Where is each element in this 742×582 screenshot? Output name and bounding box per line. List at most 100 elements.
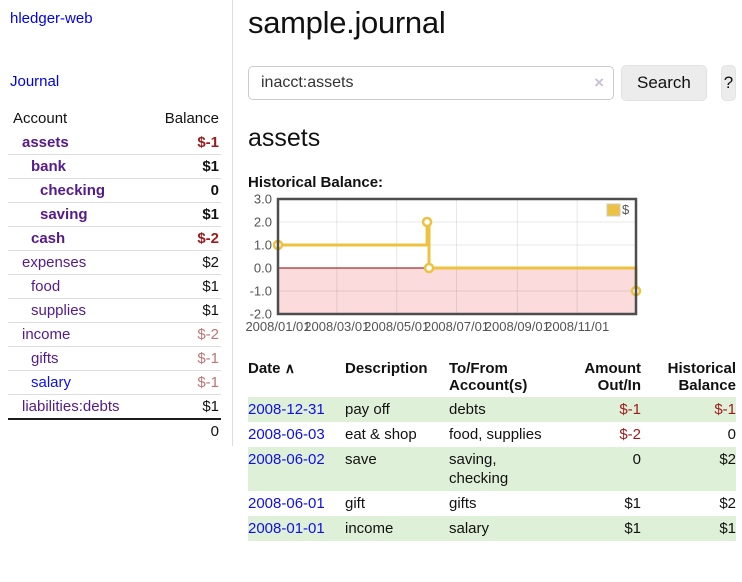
account-balance: $2 (202, 254, 219, 271)
accounts-total-row: 0 (8, 419, 221, 443)
account-balance: $1 (202, 278, 219, 295)
page-title: sample.journal (248, 5, 446, 40)
transaction-balance: 0 (727, 426, 736, 443)
transaction-amount: $-1 (619, 401, 641, 418)
search-input-wrap: × (248, 66, 614, 100)
transaction-description: save (345, 451, 377, 468)
transaction-accounts: gifts (449, 495, 477, 512)
chart-canvas: $3.0 2.0 1.0 0.0 -1.0 -2.02008/01/012008/03/0… (245, 192, 642, 334)
x-axis-tick-label: 2008/03/01 (304, 319, 369, 334)
accounts-table: Account Balance assets $-1 bank $1 checking 0… (8, 106, 221, 443)
sidebar-account-link[interactable]: food (31, 278, 61, 295)
account-row: bank $1 (8, 154, 221, 179)
account-row: food $1 (8, 274, 221, 299)
account-row: saving $1 (8, 202, 221, 227)
transaction-description: income (345, 520, 394, 537)
x-axis-tick-label: 2008/05/01 (364, 319, 429, 334)
transaction-balance: $-1 (714, 401, 736, 418)
transaction-date-link[interactable]: 2008-06-03 (248, 426, 325, 443)
transaction-balance: $2 (719, 495, 736, 512)
register-row: 2008-06-01 gift gifts $1 $2 (248, 491, 736, 516)
account-balance: $-1 (197, 374, 219, 391)
y-axis-tick-label: 1.0 (254, 238, 272, 253)
sidebar-account-link[interactable]: saving (40, 206, 88, 223)
historical-balance-chart: $3.0 2.0 1.0 0.0 -1.0 -2.0 2008/01/01 2008/03/0… (245, 192, 736, 343)
transaction-date-link[interactable]: 2008-06-01 (248, 495, 325, 512)
accounts-header-balance: Balance (164, 110, 219, 127)
transaction-amount: $-2 (619, 426, 641, 443)
sidebar-item-journal[interactable]: Journal (10, 73, 60, 90)
account-balance: 0 (210, 182, 219, 199)
y-axis-tick-label: -2.0 (250, 307, 272, 322)
sidebar-account-link[interactable]: cash (31, 230, 66, 247)
accounts-header-row: Account Balance (8, 106, 221, 131)
register-row: 2008-06-02 save saving, checking 0 $2 (248, 447, 736, 491)
sidebar-account-link[interactable]: salary (31, 374, 72, 391)
search-button[interactable]: Search (621, 65, 707, 101)
x-axis-tick-label: 2008/09/01 (485, 319, 550, 334)
sidebar-account-link[interactable]: income (22, 326, 71, 343)
register-header-date[interactable]: Date ∧ (248, 360, 295, 377)
accounts-header-account: Account (13, 110, 68, 127)
transaction-amount: $1 (624, 495, 641, 512)
transaction-description: eat & shop (345, 426, 417, 443)
plot-border (276, 197, 638, 316)
register-header-description: Description (345, 360, 428, 377)
transaction-date-link[interactable]: 2008-01-01 (248, 520, 325, 537)
x-axis-tick-label: 2008/07/01 (424, 319, 489, 334)
sidebar-account-link[interactable]: bank (31, 158, 67, 175)
account-row: supplies $1 (8, 298, 221, 323)
sidebar-account-link[interactable]: supplies (31, 302, 87, 319)
account-row: liabilities:debts $1 (8, 394, 221, 420)
register-row: 2008-12-31 pay off debts $-1 $-1 (248, 397, 736, 422)
register-header-accounts: To/From Account(s) (449, 360, 528, 394)
transaction-accounts: food, supplies (449, 426, 542, 443)
y-axis-tick-label: 2.0 (254, 215, 272, 230)
register-row: 2008-06-03 eat & shop food, supplies $-2 0 (248, 422, 736, 447)
legend-swatch (606, 203, 621, 217)
account-balance: $1 (202, 206, 219, 223)
sidebar-account-link[interactable]: gifts (31, 350, 59, 367)
account-balance: $1 (202, 302, 219, 319)
y-axis-tick-label: 0.0 (254, 261, 272, 276)
transaction-amount: $1 (624, 520, 641, 537)
transaction-accounts: debts (449, 401, 486, 418)
account-row: checking 0 (8, 178, 221, 203)
y-axis-tick-label: 3.0 (254, 192, 272, 207)
legend-label: $ (622, 202, 630, 217)
x-axis-tick-label: 2008/01/01 (245, 319, 310, 334)
transaction-balance: $1 (719, 520, 736, 537)
sidebar-account-link[interactable]: checking (40, 182, 106, 199)
account-row: income $-2 (8, 322, 221, 347)
sort-asc-icon: ∧ (284, 360, 295, 376)
sidebar-account-link[interactable]: expenses (22, 254, 87, 271)
account-balance: $-2 (197, 326, 219, 343)
sidebar-account-link[interactable]: assets (22, 134, 69, 151)
account-heading: assets (248, 124, 321, 152)
data-point-marker (423, 262, 435, 274)
account-row: gifts $-1 (8, 346, 221, 371)
transaction-accounts: saving, checking (449, 451, 509, 487)
main-content: sample.journal × Search ? assets Histori… (245, 0, 736, 541)
search-form: × Search ? (248, 65, 736, 101)
app-brand-link[interactable]: hledger-web (10, 10, 93, 27)
accounts-total-balance: 0 (210, 423, 219, 440)
negative-region (278, 268, 636, 314)
account-row: salary $-1 (8, 370, 221, 395)
register-header-row: Date ∧ Description To/From Account(s) Am… (248, 357, 736, 397)
data-point-marker (421, 216, 433, 228)
account-balance: $1 (202, 158, 219, 175)
account-row: expenses $2 (8, 250, 221, 275)
search-input[interactable] (248, 66, 614, 100)
transaction-balance: $2 (719, 451, 736, 468)
help-button[interactable]: ? (720, 65, 736, 101)
sidebar-account-link[interactable]: liabilities:debts (22, 398, 120, 415)
chart-title: Historical Balance: (248, 174, 384, 191)
account-balance: $-1 (197, 134, 219, 151)
transaction-date-link[interactable]: 2008-06-02 (248, 451, 325, 468)
transaction-date-link[interactable]: 2008-12-31 (248, 401, 325, 418)
account-balance: $-1 (197, 350, 219, 367)
clear-search-icon[interactable]: × (594, 73, 604, 92)
transaction-accounts: salary (449, 520, 490, 537)
register-row: 2008-01-01 income salary $1 $1 (248, 516, 736, 541)
